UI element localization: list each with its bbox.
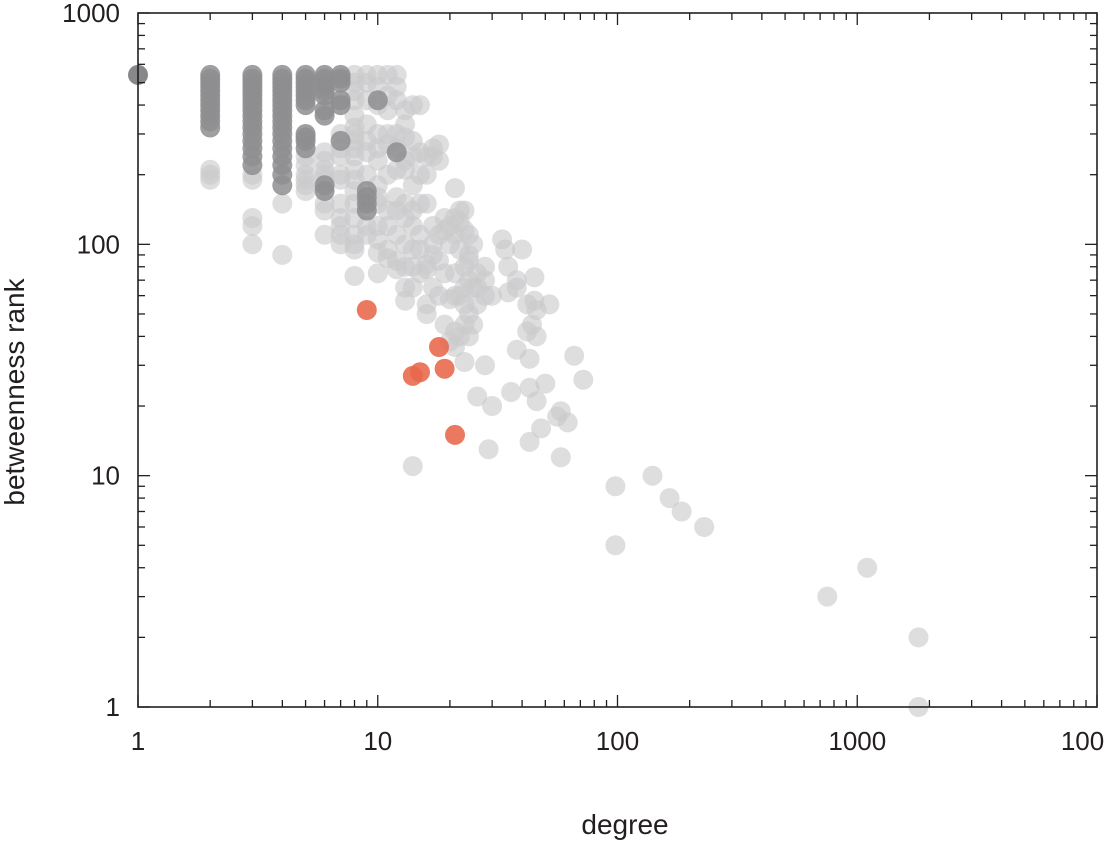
point — [416, 193, 437, 214]
point — [314, 224, 335, 245]
dense-point — [356, 200, 377, 221]
y-tick-label: 1000 — [62, 0, 120, 28]
dense-point — [386, 142, 407, 163]
point — [242, 216, 263, 236]
point — [526, 326, 547, 347]
point — [242, 169, 263, 190]
highlight-point — [429, 337, 449, 357]
dense-point — [367, 90, 388, 111]
point — [416, 304, 437, 324]
point — [344, 239, 365, 260]
point — [501, 382, 522, 402]
point — [550, 447, 571, 468]
point — [475, 355, 495, 376]
point — [605, 535, 626, 556]
point — [694, 517, 715, 537]
x-tick-label: 1 — [131, 726, 145, 756]
y-tick-label: 1 — [106, 692, 120, 722]
point — [463, 234, 484, 255]
point — [557, 412, 578, 433]
point — [344, 266, 365, 286]
point — [410, 95, 430, 116]
x-tick-label: 100 — [596, 726, 639, 756]
y-axis-label: betweenness rank — [0, 277, 30, 505]
dense-point — [314, 181, 335, 201]
dense-point — [295, 95, 316, 116]
point — [482, 396, 503, 416]
point — [524, 267, 545, 288]
point — [535, 373, 556, 394]
point — [539, 294, 560, 315]
tick-labels-layer: 1 10 100 1000 10000 1 10 100 1000 — [62, 0, 1104, 756]
point — [242, 234, 263, 255]
y-tick-label: 100 — [77, 229, 120, 259]
point — [475, 270, 495, 291]
dense-point — [314, 85, 335, 106]
highlight-point — [356, 300, 377, 320]
dense-point — [330, 95, 351, 116]
point — [908, 627, 929, 648]
point — [671, 501, 692, 522]
point — [416, 164, 437, 185]
dense-point — [295, 138, 316, 159]
dense-point — [200, 117, 221, 138]
x-tick-label: 10000 — [1061, 726, 1104, 756]
point — [367, 150, 388, 171]
point — [454, 200, 475, 221]
point — [272, 193, 293, 214]
point — [495, 239, 516, 260]
point — [519, 431, 540, 452]
point — [367, 263, 388, 284]
x-tick-label: 1000 — [828, 726, 886, 756]
point — [330, 169, 351, 190]
ticks-layer — [137, 12, 1098, 708]
y-tick-label: 10 — [91, 461, 120, 491]
point — [531, 418, 552, 439]
point — [402, 456, 423, 477]
point — [454, 352, 475, 372]
point — [564, 345, 585, 366]
point — [642, 465, 663, 486]
point — [314, 200, 335, 221]
point — [478, 439, 499, 460]
point — [467, 386, 488, 407]
point — [817, 586, 838, 607]
point — [605, 476, 626, 497]
point — [330, 193, 351, 214]
highlight-point — [445, 424, 465, 445]
point — [659, 488, 680, 509]
point — [429, 150, 449, 171]
highlight-point — [434, 358, 455, 379]
point — [512, 239, 533, 260]
dense-point — [330, 72, 351, 93]
highlight-point — [410, 362, 430, 383]
point — [429, 134, 449, 155]
dense-point — [272, 175, 293, 196]
x-tick-label: 10 — [363, 726, 392, 756]
point — [295, 181, 316, 201]
point — [573, 369, 594, 390]
point — [506, 277, 527, 298]
point — [445, 178, 465, 199]
point — [519, 348, 540, 369]
points-layer — [128, 64, 929, 717]
x-axis-label: degree — [581, 809, 668, 840]
point — [272, 244, 293, 265]
point — [526, 391, 547, 412]
point — [482, 285, 503, 306]
point — [463, 314, 484, 335]
dense-point — [242, 155, 263, 176]
point — [200, 169, 221, 190]
dense-point — [330, 130, 351, 151]
dense-point — [314, 105, 335, 126]
point — [857, 557, 878, 578]
